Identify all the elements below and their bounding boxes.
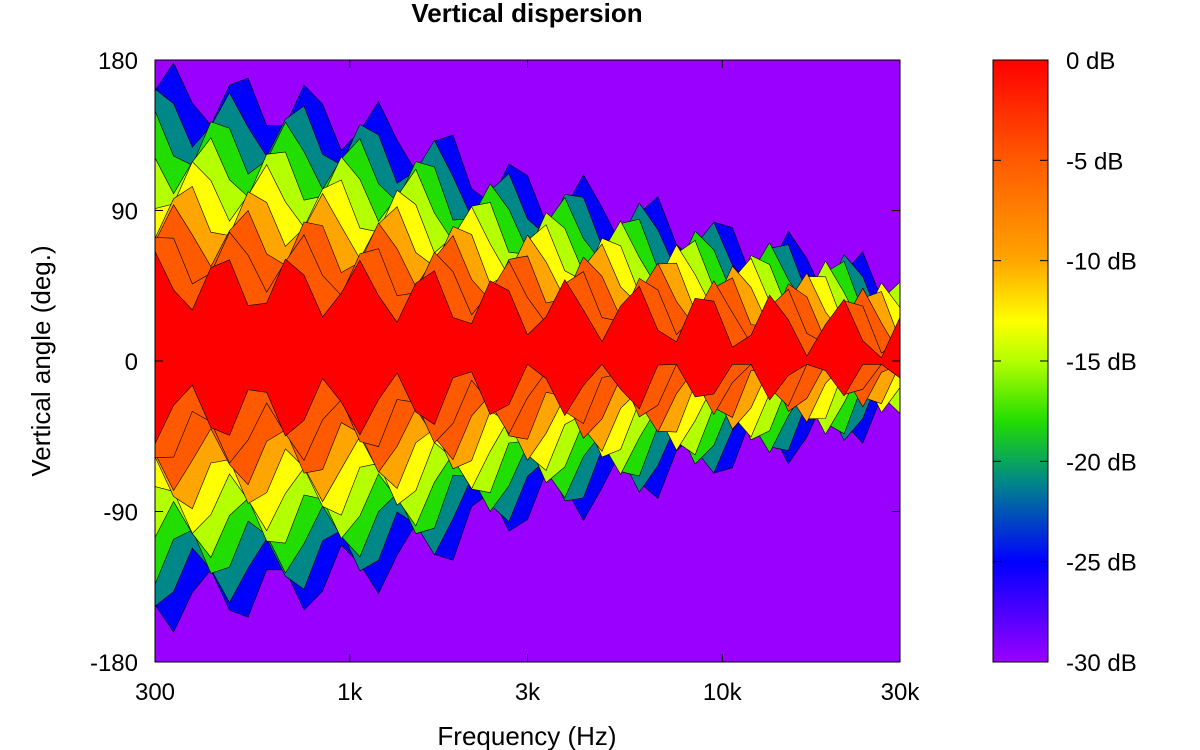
y-tick-label: 180: [98, 48, 138, 75]
colorbar-tick-label: -20 dB: [1066, 449, 1137, 476]
x-tick-label: 1k: [337, 679, 363, 706]
colorbar-tick-label: 0 dB: [1066, 48, 1115, 75]
x-axis: 300 1k 3k 10k 30k: [135, 60, 920, 706]
y-tick-label: -180: [90, 650, 138, 677]
y-tick-label: -90: [103, 500, 138, 527]
colorbar-tick-label: -30 dB: [1066, 650, 1137, 677]
colorbar-tick-label: -25 dB: [1066, 550, 1137, 577]
colorbar: [992, 59, 1049, 663]
colorbar-tick-label: -10 dB: [1066, 249, 1137, 276]
colorbar-tick-label: -15 dB: [1066, 349, 1137, 376]
x-tick-label: 10k: [703, 679, 743, 706]
chart-title: Vertical dispersion: [411, 0, 642, 28]
x-axis-label: Frequency (Hz): [437, 721, 616, 750]
y-tick-label: 0: [125, 349, 138, 376]
x-tick-label: 3k: [515, 679, 541, 706]
colorbar-axis: 0 dB -5 dB -10 dB -15 dB -20 dB -25 dB -30 dB: [993, 48, 1137, 677]
y-tick-label: 90: [111, 199, 138, 226]
plot-area: [155, 60, 900, 662]
x-tick-label: 30k: [881, 679, 921, 706]
y-axis-label: Vertical angle (deg.): [26, 245, 56, 476]
contour-band: [155, 251, 900, 445]
y-axis: 180 90 0 -90 -180: [90, 48, 900, 677]
x-tick-label: 300: [135, 679, 175, 706]
colorbar-tick-label: -5 dB: [1066, 148, 1123, 175]
